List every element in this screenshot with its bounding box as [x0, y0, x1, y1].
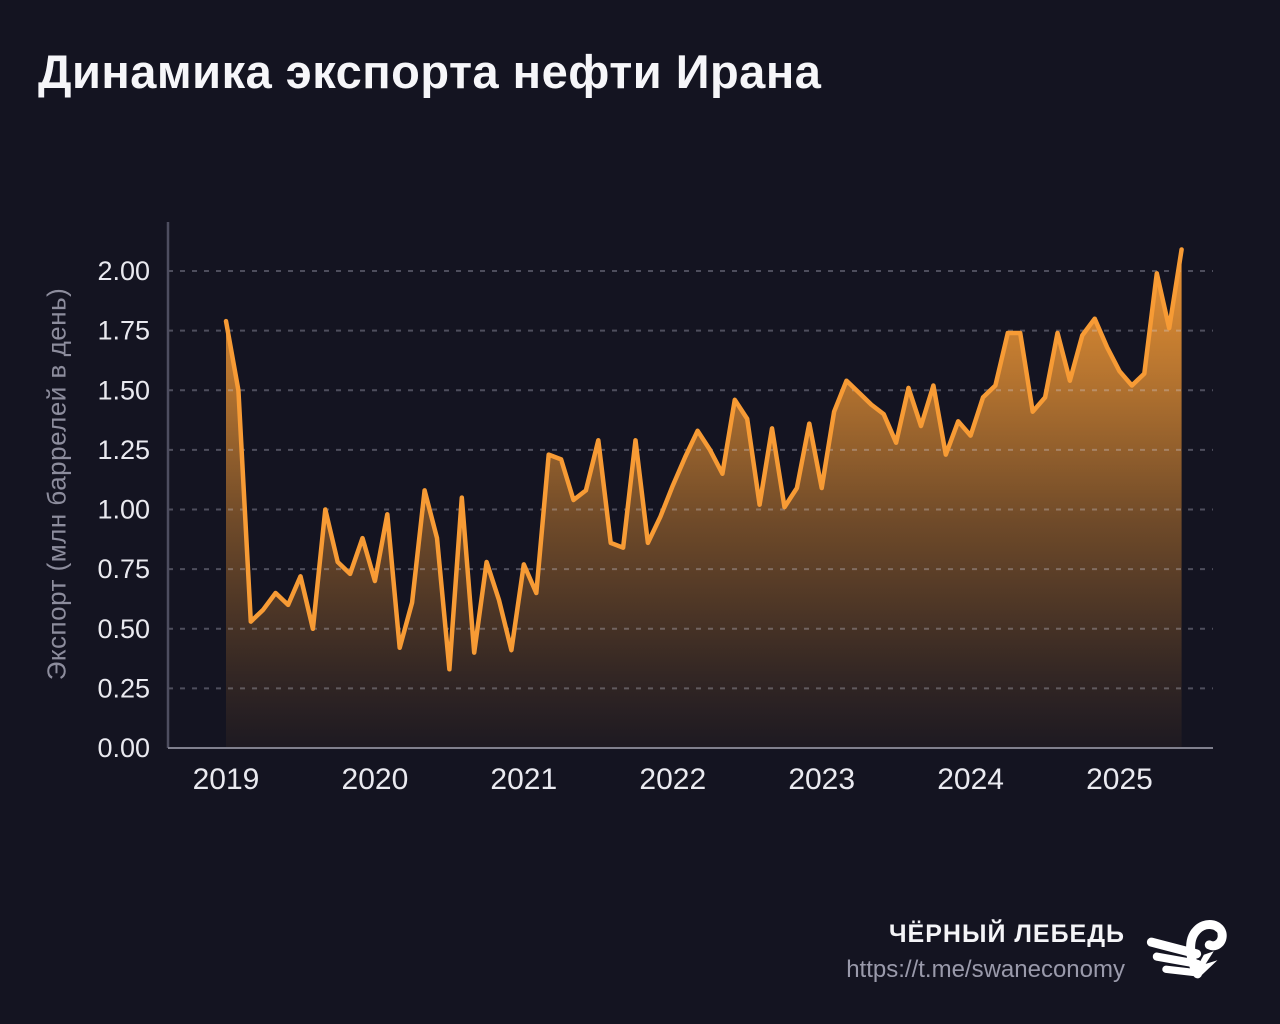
y-tick-label: 0.00 — [97, 733, 150, 763]
y-tick-label: 1.25 — [97, 435, 150, 465]
x-tick-label: 2023 — [788, 763, 855, 796]
x-tick-label: 2025 — [1086, 763, 1153, 796]
x-tick-label: 2019 — [193, 763, 260, 796]
y-tick-label: 0.25 — [97, 673, 150, 703]
series-line — [223, 247, 1184, 672]
y-tick-label: 0.50 — [97, 614, 150, 644]
y-tick-label: 0.75 — [97, 554, 150, 584]
x-tick-label: 2020 — [342, 763, 409, 796]
footer: ЧЁРНЫЙ ЛЕБЕДЬ https://t.me/swaneconomy — [846, 920, 1125, 984]
x-tick-label: 2022 — [639, 763, 706, 796]
swan-logo-icon — [1146, 920, 1227, 979]
x-tick-label: 2024 — [937, 763, 1004, 796]
y-tick-label: 1.75 — [97, 316, 150, 346]
footer-brand: ЧЁРНЫЙ ЛЕБЕДЬ — [888, 920, 1125, 948]
x-tick-label: 2021 — [490, 763, 557, 796]
y-tick-label: 2.00 — [97, 256, 150, 286]
area-fill — [226, 249, 1182, 748]
footer-url: https://t.me/swaneconomy — [846, 956, 1125, 983]
page-title: Динамика экспорта нефти Ирана — [38, 45, 822, 98]
y-tick-label: 1.00 — [97, 495, 150, 525]
y-tick-label: 1.50 — [97, 375, 150, 405]
